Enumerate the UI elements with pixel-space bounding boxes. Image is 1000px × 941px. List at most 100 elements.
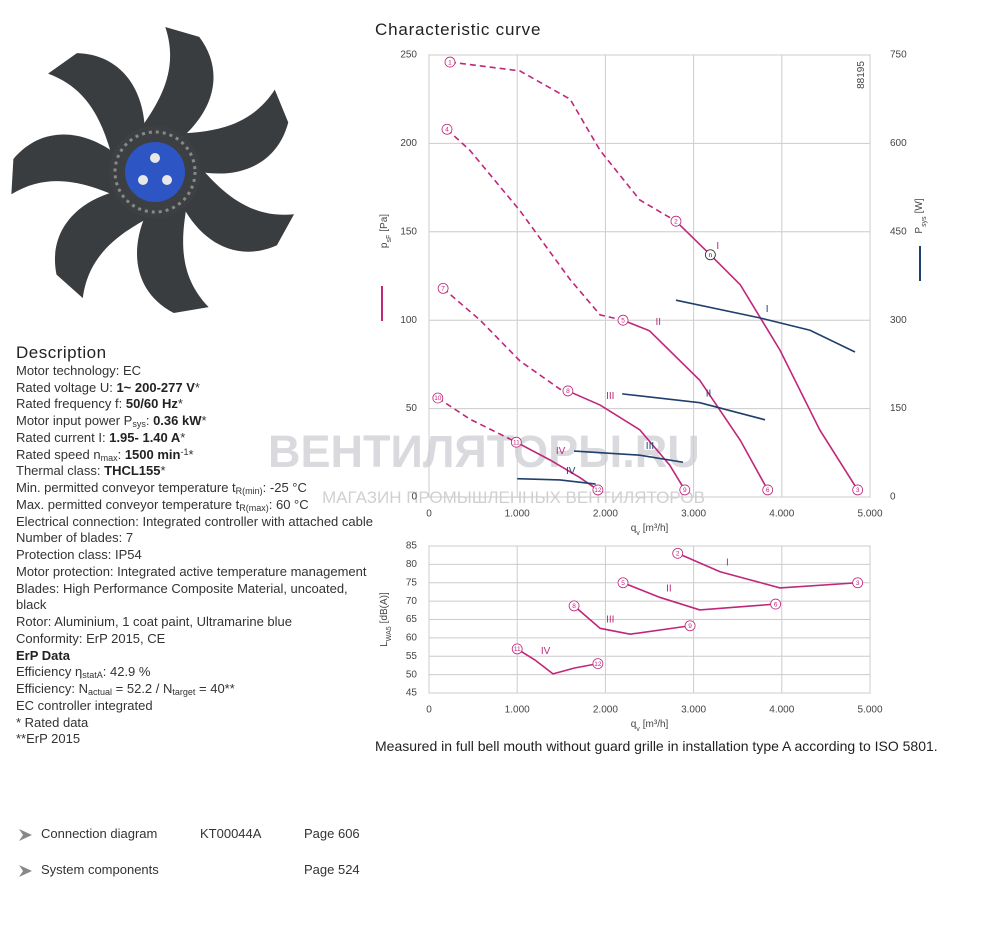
y-tick-label: 75 xyxy=(406,577,418,588)
text: Motor protection: Integrated active temp… xyxy=(16,563,367,579)
link-page: Page 606 xyxy=(304,826,360,841)
description-lines: Motor technology: EC Rated voltage U: 1~ … xyxy=(16,363,373,748)
y-tick-label: 150 xyxy=(400,226,417,237)
link-code: KT00044A xyxy=(200,826,262,841)
link-row: Connection diagram KT00044A Page 606 xyxy=(0,826,370,846)
sub-text: actual xyxy=(88,687,113,697)
description-title: Description xyxy=(16,343,107,362)
y2-tick-label: 300 xyxy=(890,315,907,326)
operating-point-label: 7 xyxy=(441,286,445,293)
x-tick-label: 5.000 xyxy=(857,705,882,716)
y-tick-label: 200 xyxy=(400,138,417,149)
operating-point xyxy=(670,215,682,227)
text: Rotor: Aluminium, 1 coat paint, Ultramar… xyxy=(16,614,293,629)
operating-point-label: 10 xyxy=(434,395,442,402)
operating-point xyxy=(562,385,574,397)
operating-point xyxy=(437,282,449,294)
y-tick-label: 0 xyxy=(411,492,417,503)
y-tick-label: 100 xyxy=(400,315,417,326)
x-tick-label: 5.000 xyxy=(857,509,882,520)
description-line: Efficiency: Nactual = 52.2 / Ntarget = 4… xyxy=(16,681,373,698)
operating-point-label: n xyxy=(709,252,713,259)
operating-point xyxy=(511,643,523,655)
curve-label: I xyxy=(726,558,729,569)
operating-point xyxy=(592,484,604,496)
text: * xyxy=(201,413,207,428)
fan-bolt xyxy=(138,175,148,185)
text: EC controller integrated xyxy=(16,697,153,713)
operating-point-label: 1 xyxy=(448,59,452,66)
link-name[interactable]: System components xyxy=(41,862,159,877)
x-tick-label: 2.000 xyxy=(593,509,618,520)
description-line: Thermal class: THCL155* xyxy=(16,463,373,480)
y2-tick-label: 150 xyxy=(890,403,907,414)
curve-label: I xyxy=(766,304,769,315)
text: : -25 °C xyxy=(262,480,307,495)
fan-hub-ring xyxy=(113,130,197,214)
watermark: ВЕНТИЛЯТОРЫ.RU xyxy=(268,426,700,477)
operating-point xyxy=(444,56,456,68)
note: Measured in full bell mouth without guar… xyxy=(375,738,938,754)
operating-point-label: 6 xyxy=(774,601,778,608)
bold-text: 1~ 200-277 V xyxy=(116,379,195,395)
operating-point xyxy=(432,392,444,404)
x-tick-label: 3.000 xyxy=(681,705,706,716)
sub-text: max xyxy=(100,452,118,463)
fan-blade xyxy=(11,134,119,198)
y-tick-label: 85 xyxy=(406,541,418,552)
text: **ErP 2015 xyxy=(16,731,81,747)
x-tick-label: 3.000 xyxy=(681,509,706,520)
axis-label: Psys [W] xyxy=(914,198,928,233)
text: * xyxy=(194,379,200,395)
axis-label-sub: sys xyxy=(921,216,928,227)
axis-label: psF [Pa] xyxy=(379,214,393,248)
sub-text: R(min) xyxy=(235,486,263,496)
axis-label-main: q xyxy=(631,719,637,730)
curve-label: III xyxy=(606,391,614,402)
x-tick-label: 2.000 xyxy=(593,705,618,716)
text: Number of blades: 7 xyxy=(16,530,134,546)
text: * xyxy=(188,446,194,462)
operating-point-label: 9 xyxy=(688,623,692,630)
y2-tick-label: 450 xyxy=(890,226,907,237)
annotation: 88195 xyxy=(856,61,867,89)
description-line: ErP Data xyxy=(16,648,373,665)
curve xyxy=(622,319,769,491)
curve-label: II xyxy=(666,583,672,594)
fan-blade xyxy=(55,191,153,299)
description-line: Rated current I: 1.95- 1.40 A* xyxy=(16,430,373,447)
operating-point-label: 9 xyxy=(683,487,687,494)
operating-point-label: 2 xyxy=(676,551,680,558)
description-line: Electrical connection: Integrated contro… xyxy=(16,514,373,531)
curve-label: IV xyxy=(556,446,566,457)
arrow-icon xyxy=(19,865,32,877)
axis-label-sub: WA5 xyxy=(386,626,393,641)
y-tick-label: 80 xyxy=(406,559,418,570)
curve-label: IV xyxy=(566,466,576,477)
description-line: EC controller integrated xyxy=(16,698,373,715)
operating-point-label: 6 xyxy=(766,487,770,494)
link-icons xyxy=(19,829,32,877)
text: Blades: High Performance Composite Mater… xyxy=(16,580,348,613)
curve xyxy=(622,582,776,611)
axis-label-main: P xyxy=(914,227,925,234)
y-tick-label: 65 xyxy=(406,614,418,625)
link-name[interactable]: Connection diagram xyxy=(41,826,158,841)
curve-label: IV xyxy=(541,646,551,657)
fan-blade xyxy=(182,164,295,252)
axis-label-unit: [m³/h] xyxy=(643,719,669,730)
x-tick-label: 0 xyxy=(426,509,432,520)
operating-point-label: 4 xyxy=(445,126,449,133)
description-line: * Rated data xyxy=(16,715,373,732)
text: * xyxy=(160,463,166,479)
description: Description Motor technology: EC Rated vo… xyxy=(16,343,373,748)
operating-point xyxy=(617,314,629,326)
curve-label: I xyxy=(716,241,719,252)
description-line: Min. permitted conveyor temperature tR(m… xyxy=(16,480,373,497)
curve xyxy=(567,390,686,491)
fan-blades xyxy=(11,27,295,313)
x-tick-label: 0 xyxy=(426,705,432,716)
axis-label-unit: [W] xyxy=(914,198,925,213)
